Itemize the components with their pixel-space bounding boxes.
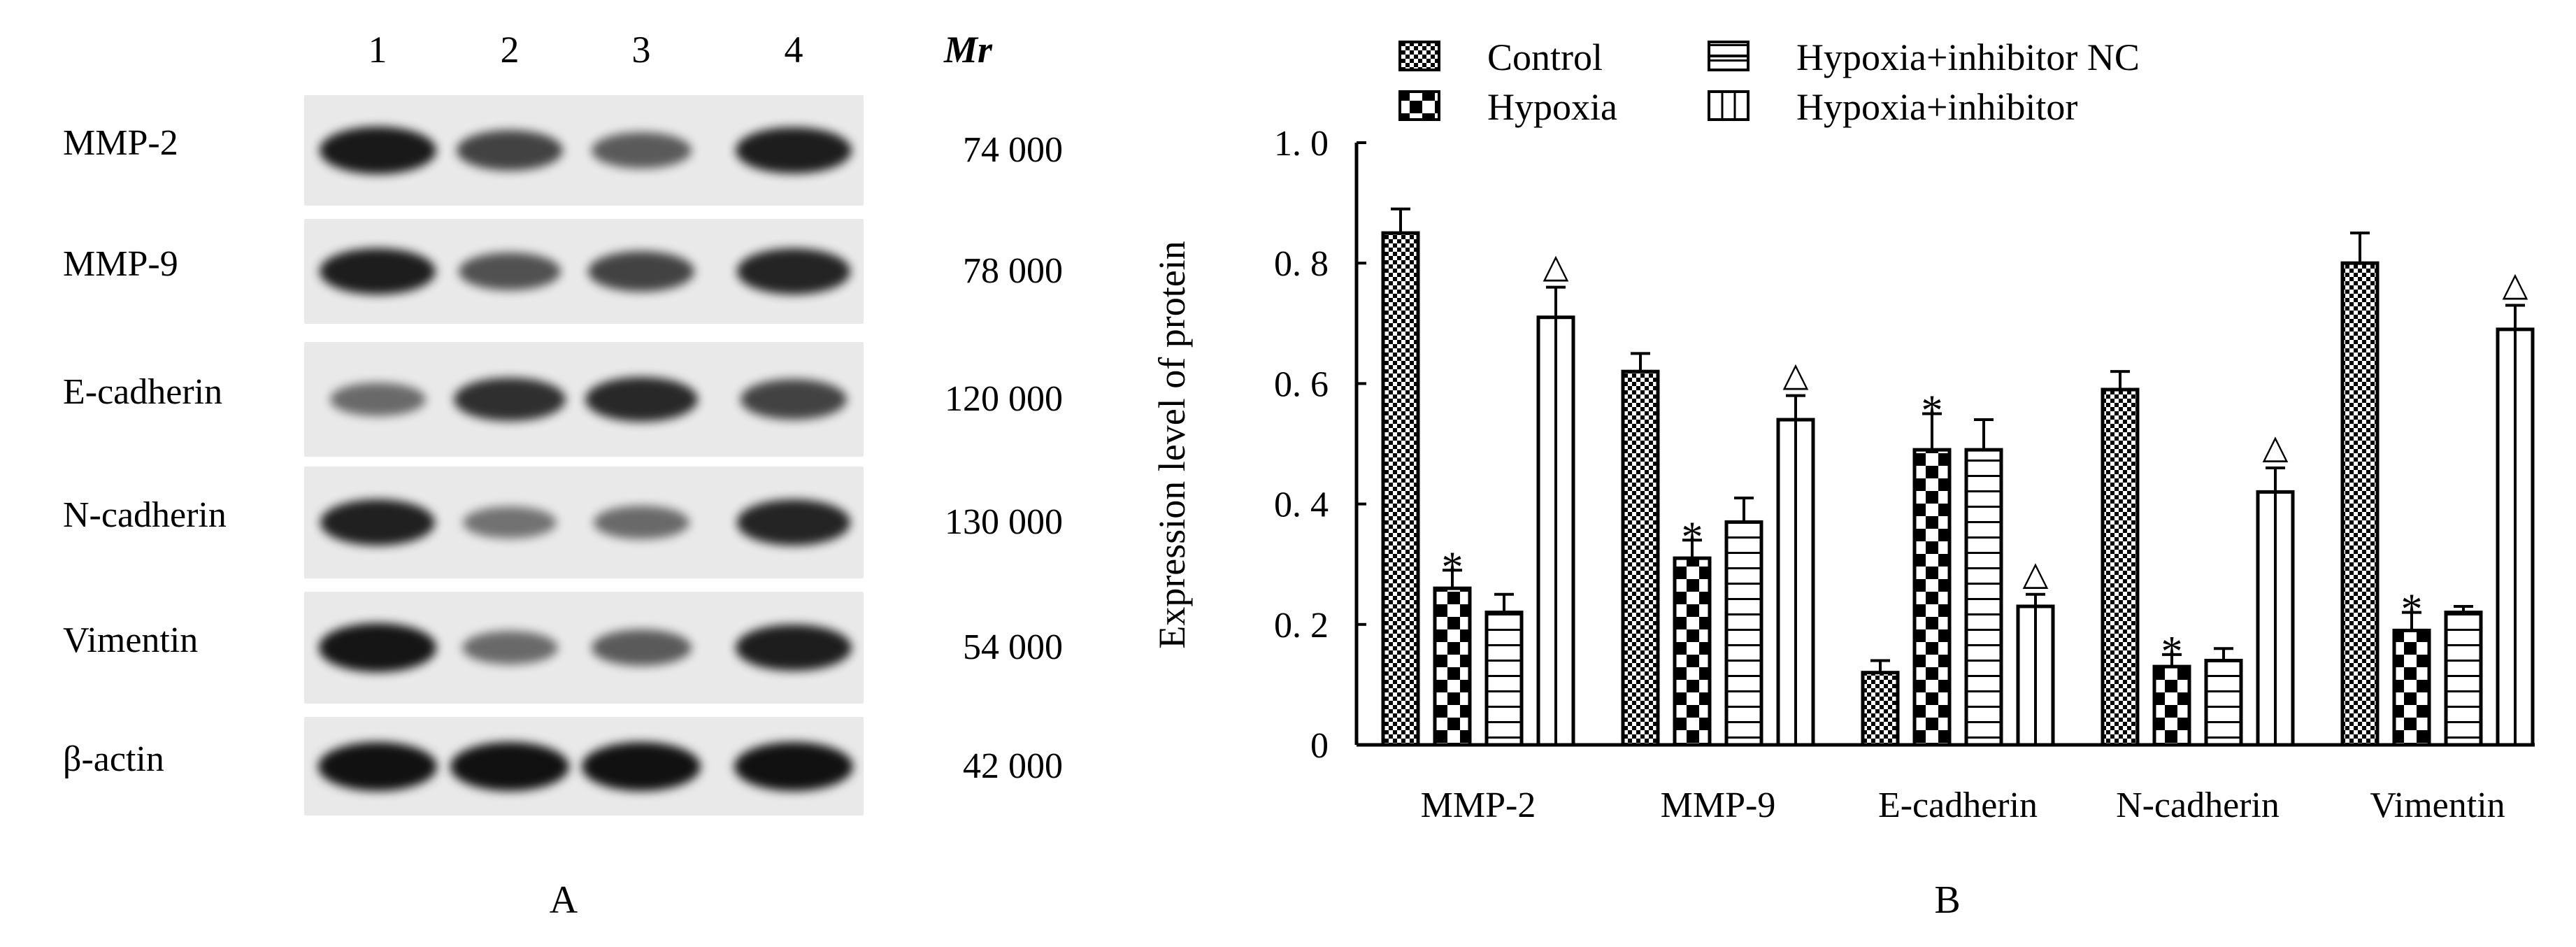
y-tick-label: 0. 2 <box>1274 606 1329 646</box>
protein-band <box>318 741 437 791</box>
lane-number: 1 <box>368 29 387 71</box>
molecular-weight: 54 000 <box>963 627 1063 667</box>
protein-label: MMP-2 <box>63 123 178 163</box>
y-axis-label: Expression level of protein <box>1151 241 1193 648</box>
y-tick-label: 0. 6 <box>1274 364 1329 404</box>
legend-label: Control <box>1487 36 1603 78</box>
protein-band <box>459 252 561 290</box>
lane-number: 3 <box>631 29 651 71</box>
protein-band <box>320 499 435 546</box>
significance-triangle: △ <box>2503 266 2528 303</box>
protein-label: β-actin <box>63 739 164 779</box>
blot-strip <box>304 95 864 206</box>
protein-band <box>454 377 566 422</box>
protein-band <box>593 506 689 539</box>
legend-swatch <box>1708 90 1749 121</box>
panel-letter-a: A <box>549 878 578 922</box>
blot-strip <box>304 717 864 816</box>
legend-label: Hypoxia+inhibitor <box>1796 86 2077 128</box>
x-tick-label: MMP-2 <box>1421 785 1536 825</box>
legend: Control Hypoxia Hypoxia+inhibitor NC Hypoxi… <box>1398 36 2140 128</box>
significance-triangle: △ <box>2023 555 2049 592</box>
molecular-weight: 42 000 <box>963 746 1063 786</box>
x-tick-labels: MMP-2 MMP-9 E-cadherin N-cadherin Vimentin <box>1421 785 2505 825</box>
bar <box>2340 261 2380 747</box>
protein-band <box>329 383 426 416</box>
legend-swatch <box>1398 41 1440 71</box>
bar <box>1724 520 1763 747</box>
x-tick-label: N-cadherin <box>2116 785 2280 825</box>
protein-band <box>461 631 558 664</box>
protein-band <box>582 741 701 791</box>
bar <box>2152 664 2191 747</box>
bar <box>2101 387 2140 747</box>
blot-strip <box>304 592 864 704</box>
x-tick-label: E-cadherin <box>1878 785 2038 825</box>
bar <box>2204 658 2243 747</box>
protein-band <box>585 377 698 422</box>
y-tick-label: 0. 8 <box>1274 244 1329 284</box>
bar <box>1912 448 1952 747</box>
protein-label: Vimentin <box>63 620 199 660</box>
bar <box>1484 611 1524 747</box>
y-tick-label: 0 <box>1310 726 1329 766</box>
protein-band <box>588 251 694 292</box>
protein-band <box>736 127 852 174</box>
protein-label: MMP-9 <box>63 244 178 284</box>
protein-band <box>450 741 569 791</box>
bar <box>1381 231 1420 747</box>
protein-band <box>591 629 692 666</box>
mr-header: Mr <box>944 29 993 71</box>
protein-band <box>736 248 851 294</box>
molecular-weight: 74 000 <box>963 130 1063 170</box>
significance-triangle: △ <box>1543 248 1569 285</box>
protein-label: E-cadherin <box>63 372 223 412</box>
significance-asterisk: * <box>1682 513 1703 561</box>
protein-band <box>463 506 557 539</box>
bar <box>1673 556 1712 747</box>
x-tick-label: MMP-9 <box>1661 785 1776 825</box>
molecular-weight: 120 000 <box>945 379 1063 419</box>
protein-band <box>734 741 853 791</box>
molecular-weight: 130 000 <box>945 502 1063 542</box>
significance-triangle: △ <box>2263 429 2289 466</box>
lane-number: 2 <box>500 29 520 71</box>
bar <box>1621 369 1660 747</box>
legend-label: Hypoxia <box>1487 86 1617 128</box>
significance-triangle: △ <box>1783 357 1809 394</box>
molecular-weight: 78 000 <box>963 251 1063 291</box>
significance-asterisk: * <box>1922 387 1943 434</box>
protein-band <box>318 623 437 672</box>
bars-layer: * △ * △ * △ * △ * △ <box>1381 207 2535 747</box>
protein-label: N-cadherin <box>63 495 227 535</box>
y-tick-label: 1. 0 <box>1274 124 1329 164</box>
bar <box>2444 611 2483 747</box>
significance-asterisk: * <box>2401 586 2423 634</box>
protein-band <box>320 248 436 295</box>
bar <box>1964 448 2003 747</box>
protein-band <box>736 499 851 546</box>
legend-swatch <box>1398 90 1440 121</box>
significance-asterisk: * <box>1442 543 1464 591</box>
y-tick-label: 0. 4 <box>1274 485 1329 525</box>
bar <box>2392 628 2431 747</box>
protein-band <box>736 624 852 671</box>
bar <box>1433 586 1472 747</box>
protein-band <box>457 130 563 171</box>
blot-strip <box>304 342 864 457</box>
legend-label: Hypoxia+inhibitor NC <box>1796 36 2140 78</box>
x-tick-label: Vimentin <box>2370 785 2505 825</box>
significance-asterisk: * <box>2161 628 2183 676</box>
panel-letter-b: B <box>1934 878 1960 922</box>
protein-band <box>319 127 436 174</box>
protein-band <box>740 379 847 420</box>
bar <box>1861 671 1900 747</box>
blot-strip <box>304 467 864 578</box>
protein-band <box>591 132 692 169</box>
lane-number: 4 <box>784 29 803 71</box>
blot-strip <box>304 219 864 324</box>
